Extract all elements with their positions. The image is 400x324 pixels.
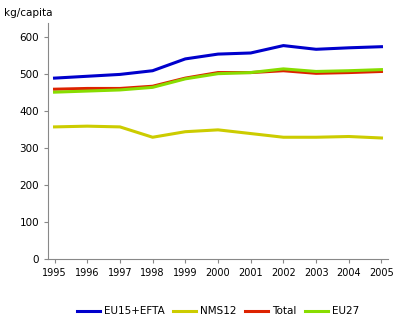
EU15+EFTA <box>281 44 286 48</box>
Total <box>85 87 90 90</box>
Line: EU15+EFTA: EU15+EFTA <box>54 46 382 78</box>
NMS12 <box>52 125 57 129</box>
Total <box>248 71 253 75</box>
Total <box>150 84 155 88</box>
EU27 <box>216 72 220 75</box>
EU27 <box>346 69 351 73</box>
Total <box>346 71 351 75</box>
EU15+EFTA <box>118 73 122 76</box>
NMS12 <box>183 130 188 133</box>
EU27 <box>183 77 188 81</box>
Legend: EU15+EFTA, NMS12, Total, EU27: EU15+EFTA, NMS12, Total, EU27 <box>73 302 363 320</box>
EU15+EFTA <box>150 69 155 73</box>
Total <box>314 71 318 75</box>
EU27 <box>379 68 384 72</box>
EU15+EFTA <box>216 52 220 56</box>
EU15+EFTA <box>85 74 90 78</box>
Total <box>183 76 188 80</box>
NMS12 <box>118 125 122 129</box>
NMS12 <box>314 135 318 139</box>
NMS12 <box>216 128 220 132</box>
NMS12 <box>85 124 90 128</box>
NMS12 <box>248 132 253 135</box>
Total <box>216 71 220 75</box>
EU27 <box>118 88 122 92</box>
EU27 <box>85 89 90 93</box>
Total <box>379 70 384 74</box>
EU15+EFTA <box>183 57 188 61</box>
EU15+EFTA <box>346 46 351 50</box>
Total <box>281 69 286 73</box>
EU15+EFTA <box>314 47 318 51</box>
EU27 <box>150 86 155 89</box>
EU15+EFTA <box>52 76 57 80</box>
EU27 <box>52 90 57 94</box>
EU27 <box>281 67 286 71</box>
NMS12 <box>150 135 155 139</box>
Line: EU27: EU27 <box>54 69 382 92</box>
EU27 <box>314 70 318 74</box>
EU15+EFTA <box>248 51 253 55</box>
Line: NMS12: NMS12 <box>54 126 382 138</box>
Text: kg/capita: kg/capita <box>4 8 52 18</box>
EU27 <box>248 71 253 75</box>
EU15+EFTA <box>379 45 384 49</box>
Line: Total: Total <box>54 71 382 89</box>
Total <box>52 87 57 91</box>
NMS12 <box>346 134 351 138</box>
NMS12 <box>379 136 384 140</box>
Total <box>118 87 122 90</box>
NMS12 <box>281 135 286 139</box>
